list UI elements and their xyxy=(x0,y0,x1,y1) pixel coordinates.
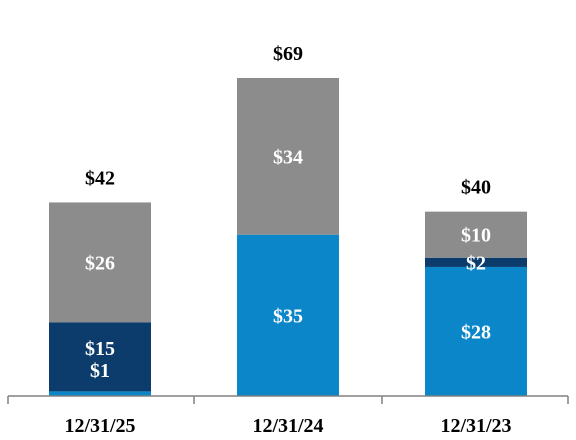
labels-layer: $26 $15$1 $42 $35 $34 $69 $28 $2 $10 $40 xyxy=(85,43,491,382)
category-labels: 12/31/25 12/31/24 12/31/23 xyxy=(64,415,511,437)
total-label: $69 xyxy=(273,43,303,65)
category-label: 12/31/24 xyxy=(252,415,323,437)
segment-label: $10 xyxy=(461,225,491,247)
segment-label: $35 xyxy=(273,305,303,327)
segment-label: $28 xyxy=(461,321,491,343)
bar-segment xyxy=(49,322,151,392)
segment-label: $2 xyxy=(466,252,486,274)
bars-layer xyxy=(49,78,527,396)
bar-segment xyxy=(237,78,339,235)
segment-label: $15 xyxy=(85,338,115,360)
x-axis-ticks xyxy=(7,396,569,404)
category-label: 12/31/25 xyxy=(64,415,135,437)
bar-segment xyxy=(49,391,151,396)
segment-label: $26 xyxy=(85,252,115,274)
bar-segment xyxy=(425,266,527,396)
bar-segment xyxy=(237,234,339,396)
category-label: 12/31/23 xyxy=(440,415,511,437)
bar-segment xyxy=(425,257,527,267)
bar-segment xyxy=(49,202,151,323)
segment-label: $34 xyxy=(273,146,303,168)
total-label: $40 xyxy=(461,177,491,199)
total-label: $42 xyxy=(85,167,115,189)
bar-segment xyxy=(425,211,527,258)
segment-label: $1 xyxy=(90,360,110,382)
